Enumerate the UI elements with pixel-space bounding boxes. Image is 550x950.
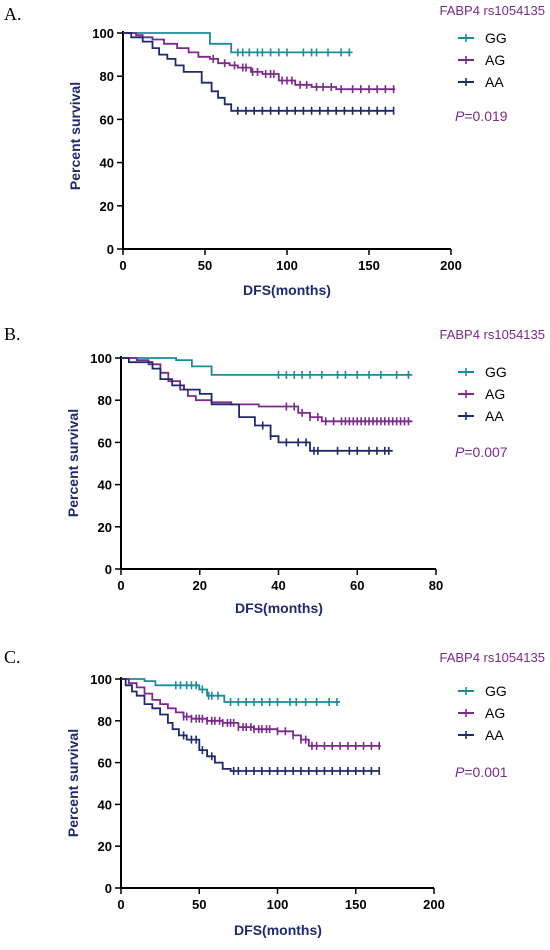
- legend-title: FABP4 rs1054135: [439, 3, 545, 18]
- y-tick-label: 40: [98, 478, 112, 493]
- y-tick-label: 0: [105, 562, 112, 577]
- x-tick-label: 20: [193, 578, 207, 593]
- x-tick-label: 100: [276, 258, 298, 273]
- plot-area: 0 20 40 60 80 100 0 50 100 150 200 GG AG AA: [92, 26, 506, 273]
- survival-curve-gg: [121, 357, 413, 376]
- panel-c: C. FABP4 rs1054135 P=0.001 DFS(months) P…: [4, 647, 545, 938]
- plot-area: 0 20 40 60 80 100 0 20 40 60 80 GG AG AA: [90, 351, 506, 593]
- x-tick-label: 200: [423, 897, 445, 912]
- y-tick-label: 80: [98, 714, 112, 729]
- y-tick-label: 100: [90, 351, 112, 366]
- y-tick-label: 80: [100, 69, 114, 84]
- y-tick-label: 60: [98, 756, 112, 771]
- y-tick-label: 80: [98, 393, 112, 408]
- x-tick-label: 200: [440, 258, 462, 273]
- x-tick-label: 0: [119, 258, 126, 273]
- p-value: P=0.001: [455, 764, 508, 780]
- y-tick-label: 0: [107, 242, 114, 257]
- x-tick-label: 100: [267, 897, 289, 912]
- y-tick-label: 20: [100, 199, 114, 214]
- x-tick-label: 150: [358, 258, 380, 273]
- y-tick-label: 0: [105, 881, 112, 896]
- x-tick-label: 80: [429, 578, 443, 593]
- survival-curve-aa: [121, 357, 393, 452]
- survival-curve-aa: [123, 32, 394, 112]
- y-tick-label: 60: [98, 435, 112, 450]
- y-tick-label: 60: [100, 112, 114, 127]
- panel-letter: A.: [4, 4, 22, 24]
- legend-label-aa: AA: [485, 727, 504, 743]
- legend-label-aa: AA: [485, 408, 504, 424]
- p-value-number: =0.019: [464, 108, 507, 124]
- legend-label-gg: GG: [485, 364, 507, 380]
- x-tick-label: 150: [345, 897, 367, 912]
- y-tick-label: 20: [98, 839, 112, 854]
- survival-curve-gg: [123, 32, 353, 54]
- panel-a: A. FABP4 rs1054135 P=0.019 DFS(months) P…: [4, 3, 545, 298]
- legend-label-ag: AG: [485, 386, 505, 402]
- y-tick-label: 20: [98, 520, 112, 535]
- y-axis-label: Percent survival: [65, 409, 81, 517]
- legend-label-ag: AG: [485, 52, 505, 68]
- x-axis-label: DFS(months): [235, 600, 323, 616]
- x-axis-label: DFS(months): [243, 282, 331, 298]
- p-value: P=0.019: [455, 108, 508, 124]
- y-tick-label: 100: [92, 26, 114, 41]
- panel-letter: C.: [4, 647, 21, 667]
- survival-curve-gg: [121, 678, 341, 703]
- x-tick-label: 50: [198, 258, 212, 273]
- panel-letter: B.: [4, 324, 21, 344]
- p-value-prefix: P: [455, 764, 465, 780]
- p-value-prefix: P: [455, 444, 465, 460]
- y-tick-label: 100: [90, 672, 112, 687]
- legend-label-ag: AG: [485, 705, 505, 721]
- x-tick-label: 60: [350, 578, 364, 593]
- survival-curve-aa: [121, 678, 380, 772]
- legend-title: FABP4 rs1054135: [439, 327, 545, 342]
- y-axis-label: Percent survival: [65, 729, 81, 837]
- p-value-number: =0.007: [464, 444, 507, 460]
- plot-area: 0 20 40 60 80 100 0 50 100 150 200 GG AG AA: [90, 672, 506, 912]
- y-tick-label: 40: [100, 156, 114, 171]
- y-tick-label: 40: [98, 797, 112, 812]
- legend-label-aa: AA: [485, 74, 504, 90]
- legend-label-gg: GG: [485, 30, 507, 46]
- survival-curve-ag: [123, 32, 396, 91]
- p-value-prefix: P: [455, 108, 465, 124]
- legend-label-gg: GG: [485, 683, 507, 699]
- p-value-number: =0.001: [464, 764, 507, 780]
- x-tick-label: 40: [271, 578, 285, 593]
- x-axis-label: DFS(months): [234, 922, 322, 938]
- y-axis-label: Percent survival: [67, 82, 83, 190]
- survival-curve-ag: [121, 357, 413, 423]
- legend-title: FABP4 rs1054135: [439, 650, 545, 665]
- x-tick-label: 0: [117, 578, 124, 593]
- x-tick-label: 0: [117, 897, 124, 912]
- p-value: P=0.007: [455, 444, 508, 460]
- x-tick-label: 50: [192, 897, 206, 912]
- panel-b: B. FABP4 rs1054135 P=0.007 DFS(months) P…: [4, 324, 545, 616]
